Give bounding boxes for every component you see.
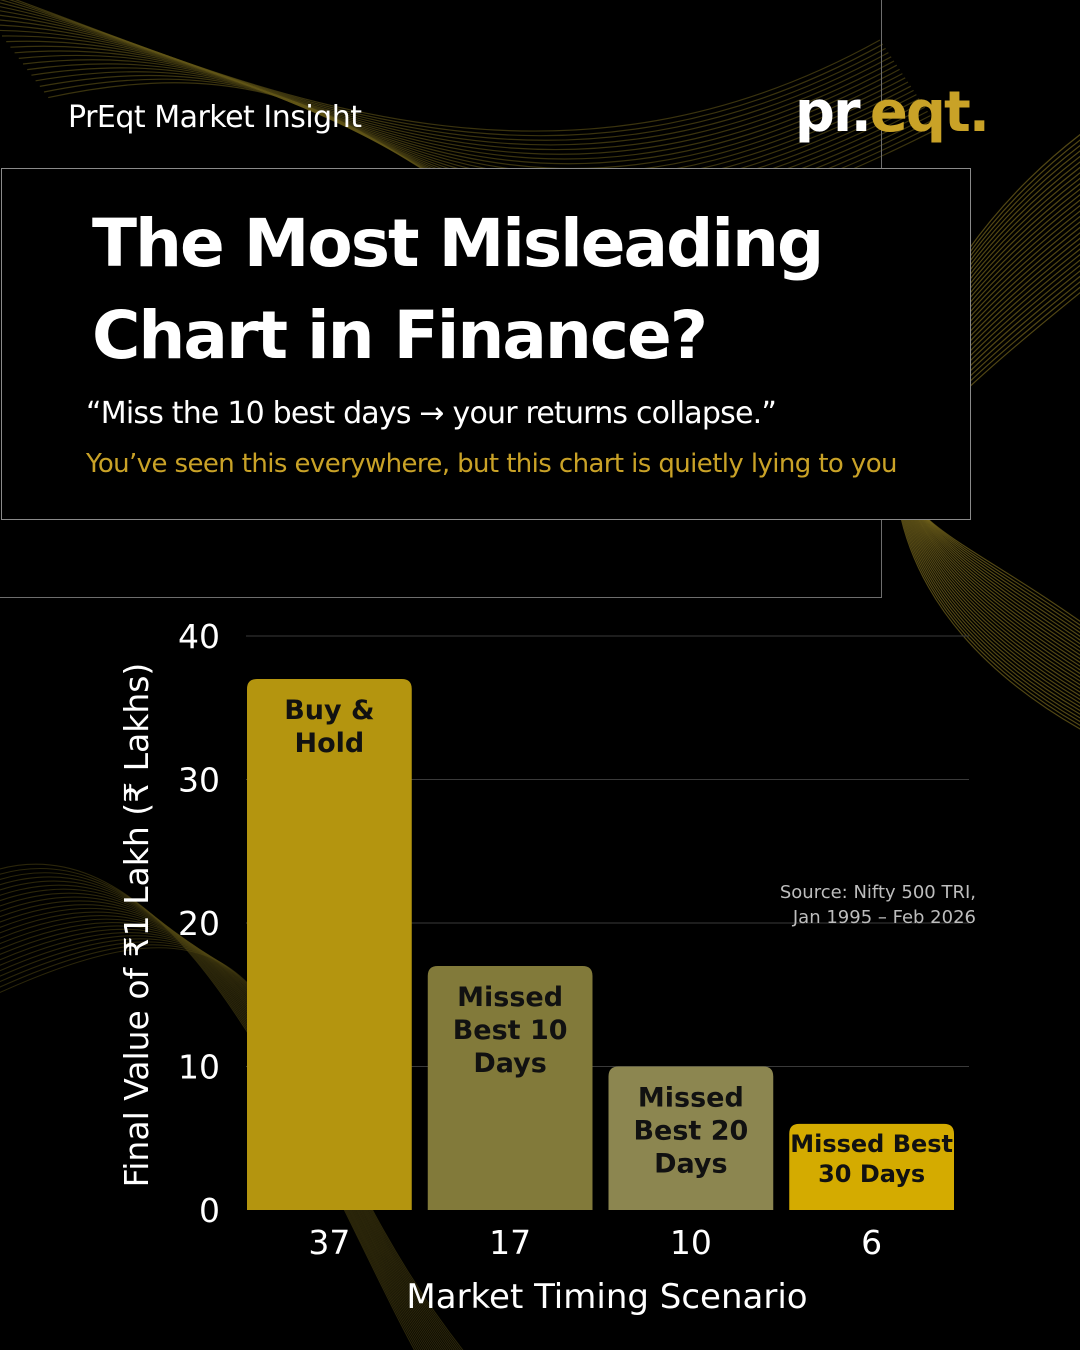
source-note: Source: Nifty 500 TRI, Jan 1995 – Feb 20…: [780, 880, 976, 930]
bar-label: Missed: [457, 982, 563, 1013]
bar-label: Missed Best: [790, 1130, 953, 1158]
bar: [789, 1123, 954, 1210]
y-tick-label: 30: [178, 761, 220, 800]
logo-part-eqt: eqt.: [869, 80, 990, 145]
bar: [247, 679, 412, 1210]
frame-line-horizontal: [0, 597, 882, 598]
source-line-2: Jan 1995 – Feb 2026: [792, 907, 976, 928]
bar-label: Best 20: [633, 1116, 748, 1147]
logo-part-pr: pr.: [794, 80, 872, 145]
y-tick-label: 40: [178, 617, 220, 656]
y-axis-title: Final Value of ₹1 Lakh (₹ Lakhs): [117, 663, 156, 1188]
source-line-1: Source: Nifty 500 TRI,: [779, 882, 976, 903]
x-tick-label: 17: [489, 1223, 531, 1262]
brand-label: PrEqt Market Insight: [68, 100, 362, 135]
bar-label: Hold: [295, 728, 365, 759]
y-tick-label: 0: [199, 1191, 220, 1230]
bar: [427, 966, 593, 1210]
quote-text: “Miss the 10 best days → your returns co…: [86, 396, 777, 431]
bar-label: Buy &: [284, 695, 374, 726]
x-tick-label: 6: [861, 1223, 882, 1262]
x-tick-label: 10: [670, 1223, 712, 1262]
tagline-text: You’ve seen this everywhere, but this ch…: [86, 449, 897, 479]
y-tick-label: 10: [178, 1048, 220, 1087]
bar-label: 30 Days: [818, 1160, 925, 1188]
bar-label: Days: [473, 1048, 546, 1079]
bar-label: Best 10: [453, 1015, 568, 1046]
page-title: The Most Misleading Chart in Finance?: [92, 205, 824, 374]
bar-label: Days: [654, 1149, 727, 1180]
bar: [608, 1066, 774, 1210]
bar-label: Missed: [638, 1083, 744, 1114]
header-box: [1, 168, 971, 520]
y-tick-label: 20: [178, 904, 220, 943]
brand-logo: pr.eqt.: [794, 80, 990, 145]
x-axis-title: Market Timing Scenario: [406, 1277, 807, 1317]
x-tick-label: 37: [308, 1223, 350, 1262]
